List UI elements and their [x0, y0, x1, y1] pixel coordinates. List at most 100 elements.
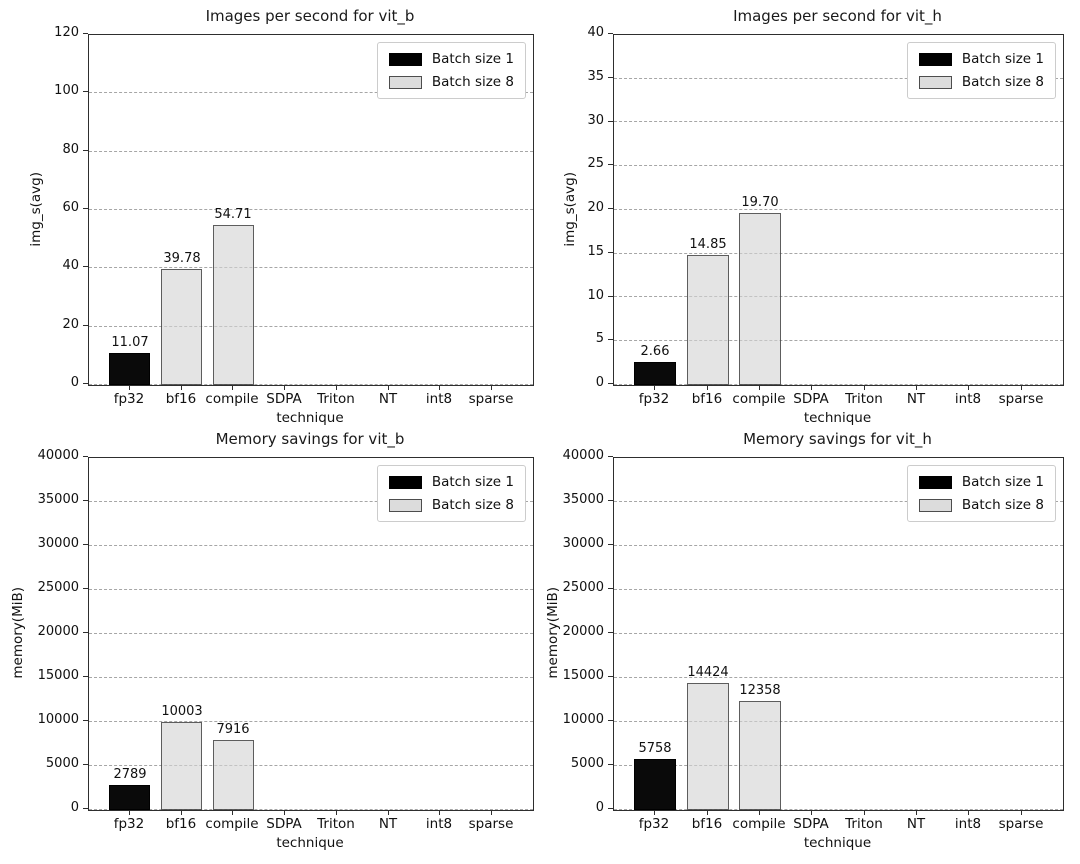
- bar-fp32-batch-1: [634, 362, 676, 385]
- gridline: [614, 165, 1063, 166]
- y-tickmark: [608, 252, 613, 253]
- legend-swatch-batch-size-1: [388, 475, 422, 489]
- y-tickmark: [608, 339, 613, 340]
- x-tickmark: [181, 811, 182, 815]
- subplot-memory-savings-vit_b: Memory savings for vit_b memory(MiB) 2789 1…: [0, 430, 540, 864]
- x-tick-label-NT: NT: [906, 816, 926, 832]
- x-axis-label: technique: [276, 835, 344, 851]
- x-tick-label-int8: int8: [425, 816, 453, 832]
- y-axis-label: memory(MiB): [10, 587, 26, 679]
- y-tickmark: [608, 676, 613, 677]
- bar-value-label: 10003: [161, 704, 203, 719]
- y-tickmark: [83, 266, 88, 267]
- y-tick-label: 35: [587, 69, 604, 84]
- gridline: [89, 326, 533, 327]
- x-axis-label: technique: [803, 835, 872, 851]
- x-tickmark: [916, 811, 917, 815]
- y-tickmark: [83, 208, 88, 209]
- subplot-memory-savings-vit_h: Memory savings for vit_h memory(MiB) 5758 1…: [540, 430, 1080, 864]
- x-tickmark: [1021, 386, 1022, 390]
- legend-label: Batch size 8: [431, 74, 514, 90]
- legend: Batch size 1 Batch size 8: [376, 42, 526, 99]
- gridline: [89, 151, 533, 152]
- y-tick-label: 35000: [37, 492, 79, 507]
- x-tickmark: [707, 386, 708, 390]
- chart-title: Memory savings for vit_h: [743, 430, 932, 448]
- x-tickmark: [336, 811, 337, 815]
- legend-row: Batch size 1: [918, 51, 1044, 67]
- gridline: [614, 253, 1063, 254]
- x-tickmark: [811, 386, 812, 390]
- gridline: [614, 296, 1063, 297]
- subplot-images-per-second-vit_h: Images per second for vit_h img_s(avg) 2.6…: [540, 0, 1080, 432]
- chart-title: Memory savings for vit_b: [215, 430, 405, 448]
- x-tickmark: [968, 386, 969, 390]
- legend-row: Batch size 8: [918, 497, 1044, 513]
- x-tickmark: [864, 811, 865, 815]
- y-tickmark: [608, 383, 613, 384]
- gridline: [89, 677, 533, 678]
- subplot-images-per-second-vit_b: Images per second for vit_b img_s(avg) 11.…: [0, 0, 540, 432]
- x-axis-label: technique: [276, 410, 344, 426]
- y-tick-label: 120: [54, 25, 79, 40]
- y-tick-label: 30000: [562, 536, 604, 551]
- x-tickmark: [864, 386, 865, 390]
- legend-swatch-batch-size-1: [918, 52, 952, 66]
- x-tickmark: [232, 811, 233, 815]
- gridline: [614, 384, 1063, 385]
- x-tick-label-Triton: Triton: [317, 391, 355, 407]
- x-tickmark: [968, 811, 969, 815]
- y-axis-label: img_s(avg): [28, 171, 44, 247]
- y-tickmark: [83, 91, 88, 92]
- legend-swatch-batch-size-8: [388, 498, 422, 512]
- bar-compile-batch-8: [213, 740, 254, 810]
- x-tickmark: [129, 386, 130, 390]
- legend-row: Batch size 1: [918, 474, 1044, 490]
- y-tickmark: [608, 33, 613, 34]
- y-axis-label-strip: img_s(avg): [559, 34, 581, 384]
- gridline: [89, 209, 533, 210]
- x-tick-label-fp32: fp32: [638, 391, 670, 407]
- y-tick-label: 40000: [562, 448, 604, 463]
- plot-area: 2789 10003 7916 Batch size 1 Batch size 8: [88, 457, 534, 811]
- bar-value-label: 39.78: [163, 251, 201, 266]
- y-tickmark: [608, 808, 613, 809]
- gridline: [89, 92, 533, 93]
- legend-label: Batch size 8: [431, 497, 514, 513]
- y-tick-label: 60: [62, 200, 79, 215]
- y-tick-label: 30000: [37, 536, 79, 551]
- y-tickmark: [83, 808, 88, 809]
- legend-swatch-batch-size-8: [918, 498, 952, 512]
- y-tick-label: 0: [70, 375, 79, 390]
- gridline: [89, 34, 533, 35]
- gridline: [614, 457, 1063, 458]
- y-tick-label: 0: [70, 800, 79, 815]
- gridline: [89, 809, 533, 810]
- x-tickmark: [491, 386, 492, 390]
- y-tick-label: 10: [587, 288, 604, 303]
- x-tick-label-Triton: Triton: [317, 816, 355, 832]
- y-tickmark: [83, 33, 88, 34]
- bar-fp32-batch-1: [109, 353, 150, 385]
- gridline: [614, 677, 1063, 678]
- gridline: [614, 589, 1063, 590]
- x-tickmark: [181, 386, 182, 390]
- legend-label: Batch size 1: [961, 51, 1044, 67]
- bar-compile-batch-8: [739, 701, 781, 810]
- bar-compile-batch-8: [739, 213, 781, 385]
- bar-value-label: 14.85: [689, 237, 727, 252]
- y-tickmark: [608, 544, 613, 545]
- gridline: [614, 765, 1063, 766]
- x-tick-label-sparse: sparse: [468, 816, 514, 832]
- legend-label: Batch size 8: [961, 74, 1044, 90]
- y-tick-label: 15: [587, 244, 604, 259]
- bar-value-label: 5758: [638, 741, 672, 756]
- x-tick-label-NT: NT: [378, 816, 398, 832]
- x-tickmark: [232, 386, 233, 390]
- y-tickmark: [608, 208, 613, 209]
- y-tick-label: 0: [595, 800, 604, 815]
- legend-label: Batch size 1: [961, 474, 1044, 490]
- bar-bf16-batch-8: [687, 255, 729, 385]
- legend: Batch size 1 Batch size 8: [906, 42, 1056, 99]
- y-axis-label-strip: img_s(avg): [25, 34, 47, 384]
